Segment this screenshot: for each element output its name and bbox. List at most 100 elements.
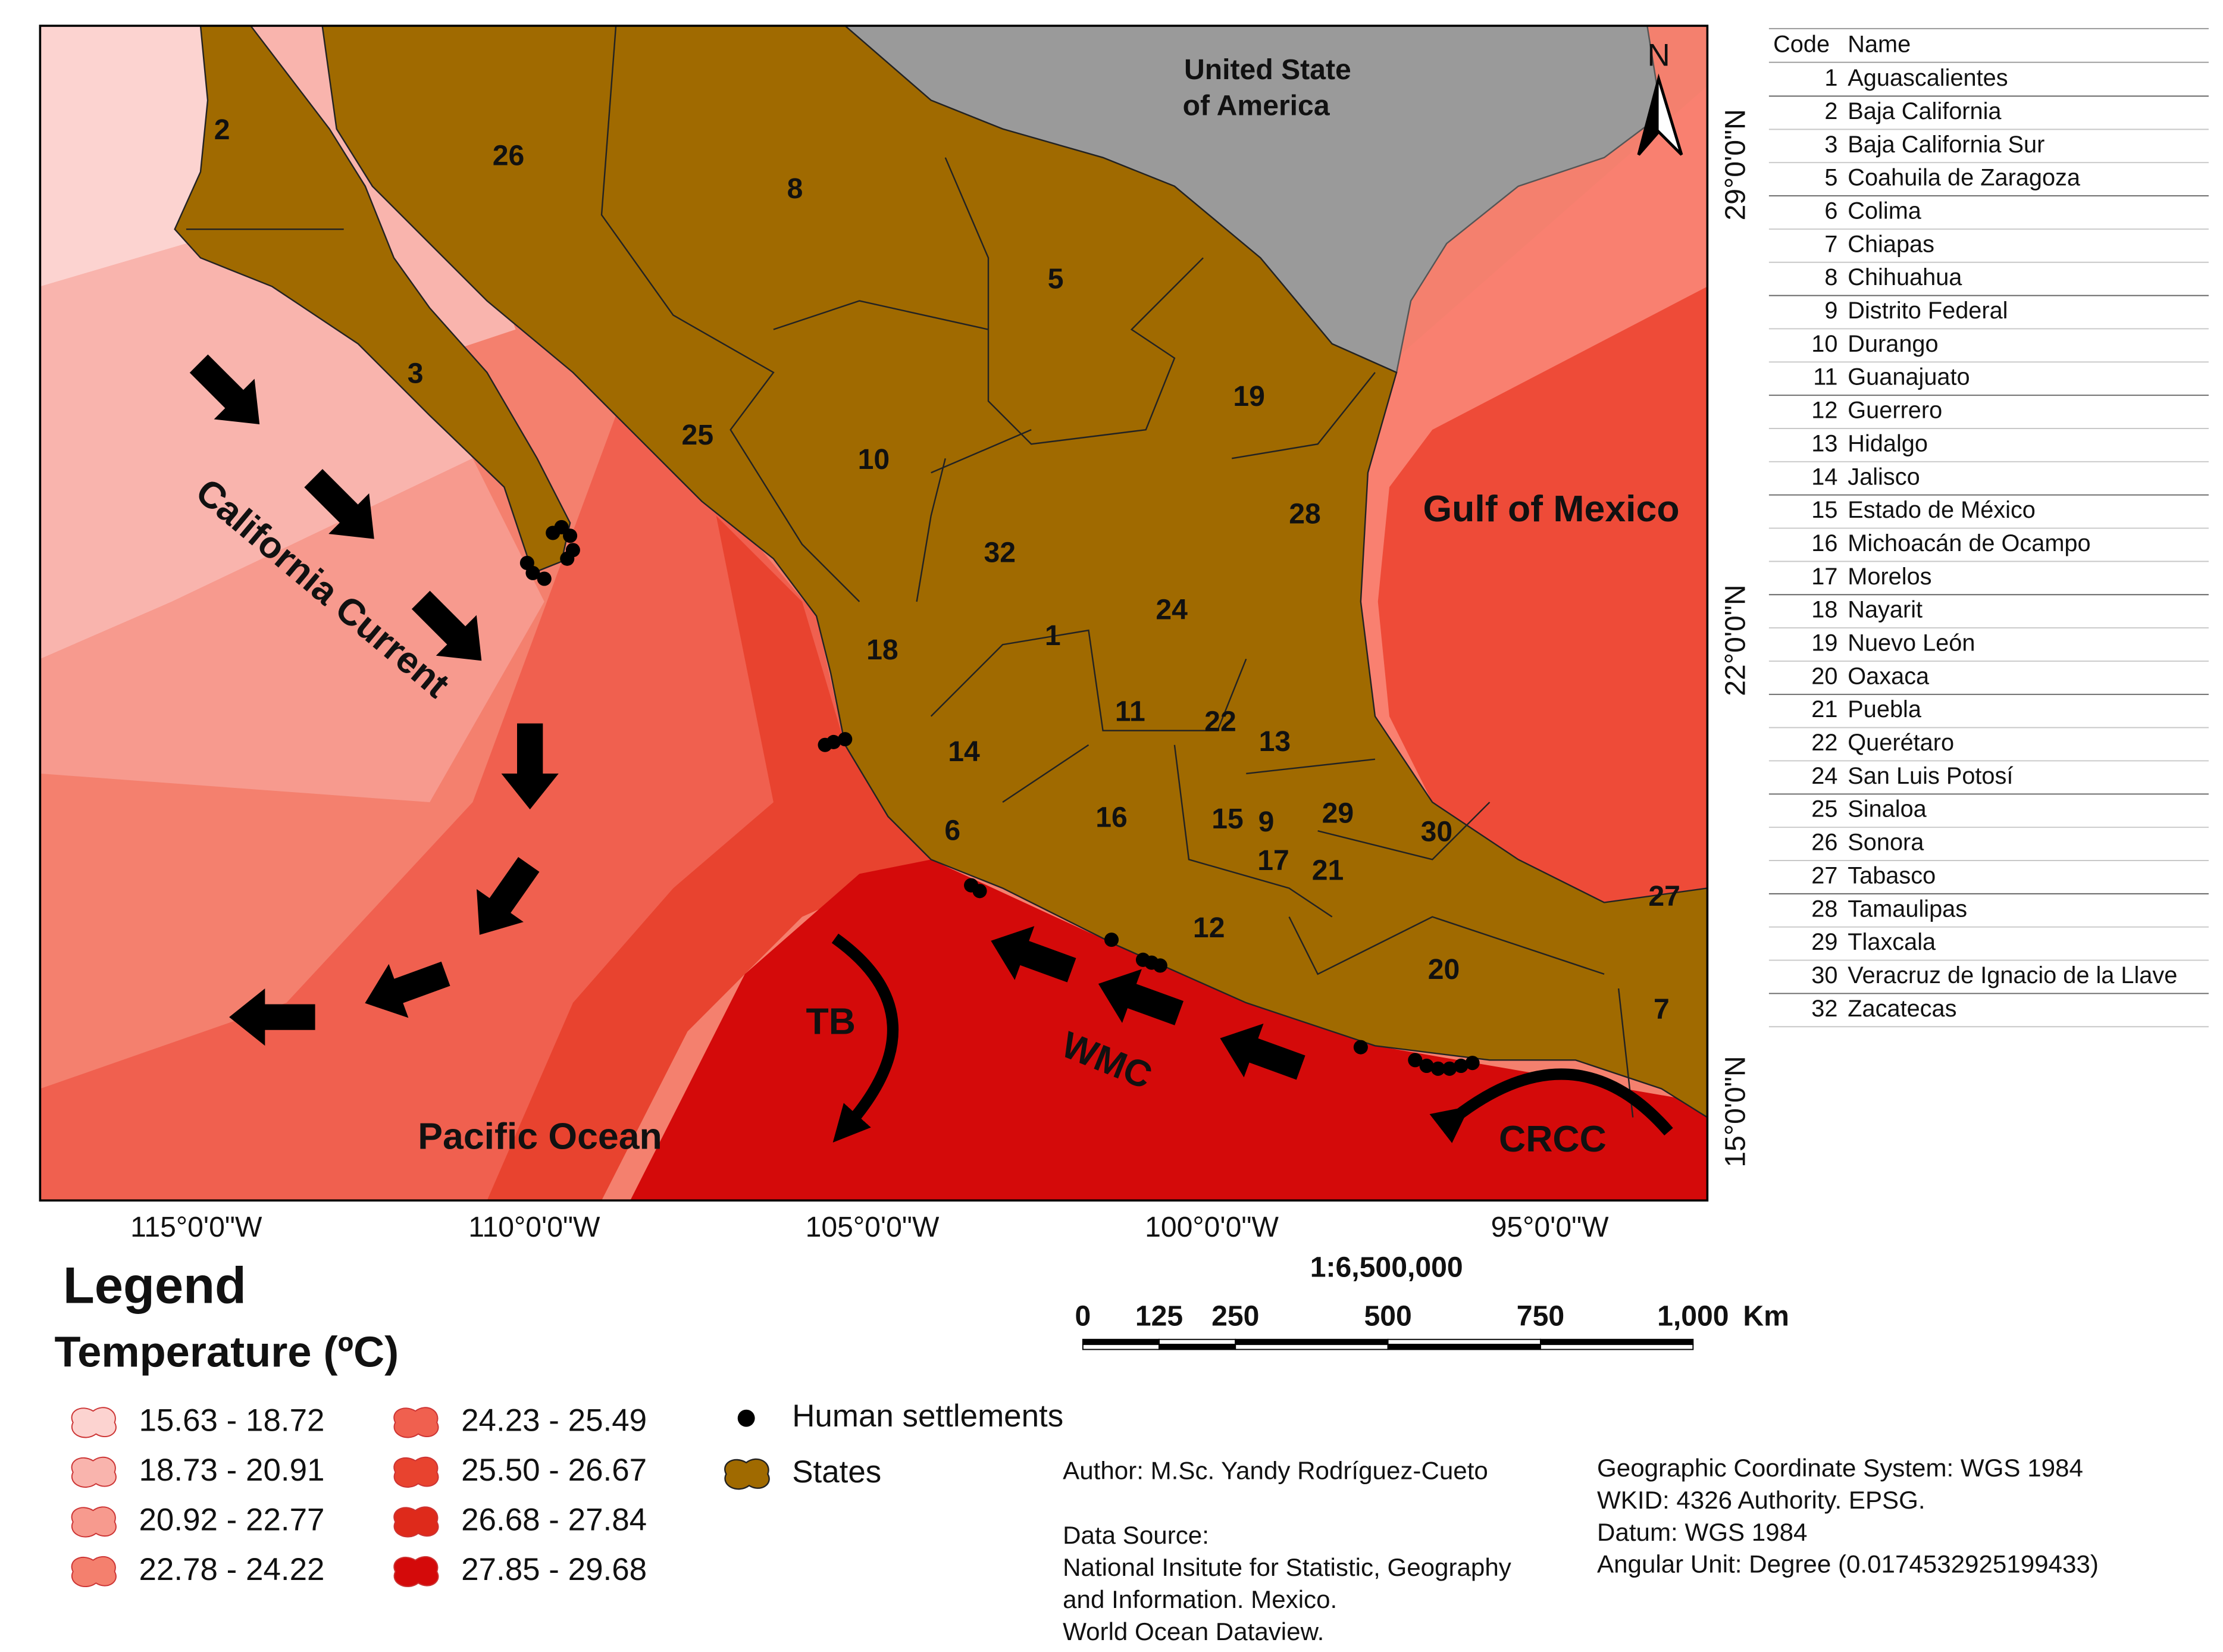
legend-dot [737, 1409, 755, 1427]
current-arrow [1098, 969, 1184, 1025]
table-name: Tabasco [1848, 862, 1936, 888]
table-name: Guerrero [1848, 398, 1942, 424]
scale-segment [1235, 1344, 1389, 1350]
current-arrow [501, 723, 559, 810]
table-name: Querétaro [1848, 730, 1954, 756]
scale-segment [1082, 1344, 1160, 1350]
settlement-dot [1465, 1056, 1480, 1071]
scale-tick-label: 125 [1135, 1300, 1183, 1332]
table-name: Zacatecas [1848, 996, 1956, 1022]
coordinate-system: Angular Unit: Degree (0.0174532925199433… [1597, 1550, 2099, 1578]
current-arrow [991, 926, 1076, 983]
legend-swatch [71, 1556, 117, 1587]
table-name: Sinaloa [1848, 796, 1927, 822]
scale-unit: Km [1743, 1300, 1789, 1332]
table-code: 17 [1811, 564, 1837, 590]
state-label: 7 [1654, 993, 1670, 1025]
state-label: 28 [1289, 498, 1321, 530]
current-arrow [476, 857, 540, 935]
table-code: 3 [1824, 132, 1837, 158]
table-name: Estado de México [1848, 497, 2036, 523]
scale-segment [1082, 1338, 1160, 1346]
table-name: Hidalgo [1848, 430, 1928, 456]
settlement-dot [1442, 1061, 1457, 1076]
table-code: 28 [1811, 896, 1837, 922]
table-name: Chihuahua [1848, 264, 1962, 290]
state-label: 17 [1257, 844, 1289, 877]
table-code: 29 [1811, 929, 1837, 955]
legend-label: 25.50 - 26.67 [461, 1453, 647, 1488]
longitude-label: 105°0'0"W [806, 1211, 940, 1243]
data-source: National Insitute for Statistic, Geograp… [1063, 1553, 1511, 1581]
longitude-label: 100°0'0"W [1145, 1211, 1279, 1243]
legend-label: 26.68 - 27.84 [461, 1502, 647, 1537]
state-label: 5 [1048, 263, 1064, 295]
country-label: of America [1183, 89, 1330, 121]
table-code: 27 [1811, 862, 1837, 888]
latitude-label: 29°0'0"N [1720, 109, 1752, 220]
longitude-label: 110°0'0"W [468, 1211, 600, 1243]
current-arrow [304, 469, 374, 539]
settlement-dot [525, 565, 540, 580]
table-name: Distrito Federal [1848, 298, 2008, 324]
state-label: 13 [1259, 725, 1291, 758]
state-label: 19 [1233, 380, 1265, 412]
legend-label: 24.23 - 25.49 [461, 1403, 647, 1438]
table-header: Name [1848, 32, 1911, 58]
table-code: 5 [1824, 165, 1837, 191]
table-code: 12 [1811, 398, 1837, 424]
legend-swatch [393, 1556, 439, 1587]
state-label: 26 [493, 140, 525, 172]
table-name: Coahuila de Zaragoza [1848, 165, 2081, 191]
state-label: 11 [1115, 696, 1145, 728]
legend-label: 20.92 - 22.77 [139, 1502, 325, 1537]
table-name: Nayarit [1848, 597, 1923, 623]
table-name: Nuevo León [1848, 630, 1975, 656]
state-label: 27 [1648, 880, 1680, 912]
scale-bar: 1:6,500,000 0 125 250 500 750 1,000 Km [1075, 1251, 1789, 1350]
legend-symbol-label: Human settlements [792, 1398, 1063, 1434]
table-code: 24 [1811, 763, 1837, 789]
legend-swatch [724, 1458, 770, 1490]
legend-label: 18.73 - 20.91 [139, 1453, 325, 1488]
state-label: 6 [944, 814, 960, 846]
scale-segment [1387, 1338, 1541, 1346]
state-label: 25 [682, 419, 714, 451]
settlement-dot [826, 734, 841, 749]
settlement-dot [1419, 1058, 1434, 1074]
map-frame [39, 24, 1709, 1202]
settlement-dot [1454, 1058, 1469, 1074]
settlement-dot [1353, 1040, 1368, 1055]
state-label: 16 [1095, 802, 1128, 834]
legend-swatch [393, 1456, 439, 1488]
table-code: 15 [1811, 497, 1837, 523]
current-arrow [189, 354, 260, 425]
table-code: 22 [1811, 730, 1837, 756]
state-label: 2 [214, 114, 230, 146]
legend-label: 22.78 - 24.22 [139, 1552, 325, 1587]
settlement-dot [1104, 933, 1119, 947]
state-label: 15 [1211, 803, 1244, 835]
state-label: 20 [1428, 953, 1460, 985]
settlement-dot [1408, 1053, 1423, 1068]
longitude-label: 115°0'0"W [130, 1211, 262, 1243]
scale-segment [1235, 1338, 1389, 1346]
legend-swatch [393, 1407, 439, 1438]
scale-tick-label: 1,000 [1657, 1300, 1729, 1332]
scale-tick-label: 500 [1364, 1300, 1411, 1332]
current-arrow [229, 988, 315, 1046]
latitude-label: 15°0'0"N [1720, 1056, 1752, 1167]
current-arrow [1220, 1023, 1305, 1080]
table-name: Guanajuato [1848, 364, 1970, 390]
table-code: 18 [1811, 597, 1837, 623]
sea-label: Gulf of Mexico [1423, 488, 1679, 530]
table-name: Oaxaca [1848, 663, 1930, 689]
author: Author: M.Sc. Yandy Rodríguez-Cueto [1063, 1457, 1488, 1485]
data-source: Data Source: [1063, 1521, 1209, 1549]
table-name: Durango [1848, 331, 1938, 357]
state-label: 14 [948, 736, 980, 768]
table-name: Tlaxcala [1848, 929, 1936, 955]
settlement-dot [972, 884, 987, 899]
legend-symbol-label: States [792, 1454, 881, 1490]
